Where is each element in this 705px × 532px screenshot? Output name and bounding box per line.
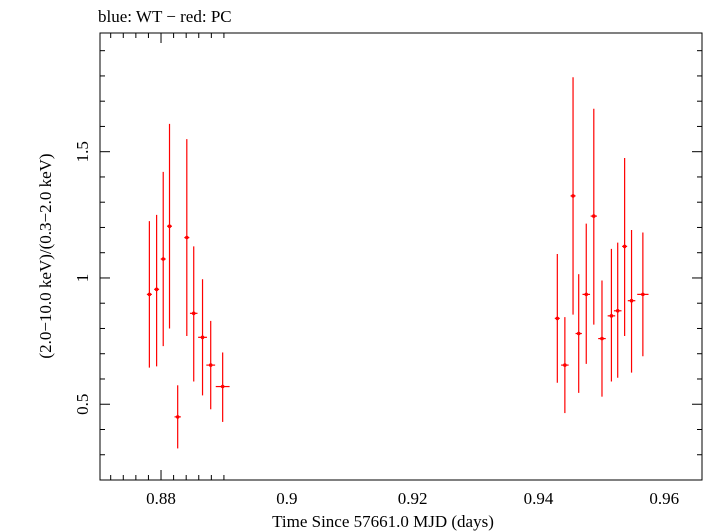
data-point	[184, 139, 190, 337]
point-marker	[220, 384, 225, 389]
y-axis-label: (2.0−10.0 keV)/(0.3−2.0 keV)	[36, 153, 55, 358]
y-tick-label: 1	[73, 274, 92, 283]
data-point	[160, 171, 166, 347]
data-point	[627, 229, 636, 373]
data-point	[554, 253, 560, 383]
data-point	[598, 280, 606, 397]
point-marker	[609, 314, 614, 318]
x-tick-label: 0.9	[276, 489, 297, 508]
x-axis-label: Time Since 57661.0 MJD (days)	[272, 512, 494, 531]
data-point	[146, 221, 152, 368]
point-marker	[208, 363, 213, 367]
data-point	[590, 108, 597, 325]
point-marker	[622, 244, 627, 249]
data-point	[174, 385, 181, 449]
y-tick-label: 0.5	[73, 394, 92, 415]
point-marker	[167, 224, 172, 228]
point-marker	[641, 292, 645, 297]
data-point	[607, 248, 616, 382]
data-point	[622, 158, 628, 337]
point-marker	[191, 311, 196, 316]
point-marker	[576, 331, 581, 336]
data-point	[206, 320, 216, 410]
chart-title: blue: WT − red: PC	[98, 7, 232, 26]
point-marker	[147, 292, 152, 297]
data-point	[637, 232, 649, 357]
x-tick-label: 0.92	[398, 489, 428, 508]
point-marker	[161, 257, 166, 261]
point-marker	[615, 308, 620, 313]
data-point	[575, 274, 582, 393]
data-point	[189, 246, 198, 382]
point-marker	[154, 287, 159, 292]
y-tick-label: 1.5	[73, 141, 92, 162]
point-marker	[600, 336, 604, 341]
point-marker	[629, 298, 634, 303]
data-point	[561, 317, 569, 414]
point-marker	[185, 235, 189, 240]
point-marker	[175, 415, 180, 419]
point-marker	[555, 316, 560, 321]
point-marker	[584, 292, 589, 297]
axis-ticks	[100, 33, 702, 481]
data-points	[146, 77, 649, 449]
data-point	[198, 279, 207, 396]
point-marker	[592, 214, 596, 218]
axis-tick-labels: 0.88 0.9 0.92 0.94 0.96 0.5 1 1.5	[73, 141, 679, 508]
plot-frame	[99, 32, 703, 481]
data-point	[166, 123, 173, 329]
x-tick-label: 0.88	[146, 489, 176, 508]
point-marker	[571, 194, 575, 198]
data-point	[613, 242, 622, 378]
point-marker	[200, 335, 205, 340]
x-tick-label: 0.96	[649, 489, 679, 508]
data-point	[570, 77, 576, 315]
point-marker	[563, 363, 567, 367]
data-point	[215, 352, 230, 422]
data-point	[154, 214, 160, 367]
x-tick-label: 0.94	[524, 489, 554, 508]
data-point	[582, 223, 591, 364]
